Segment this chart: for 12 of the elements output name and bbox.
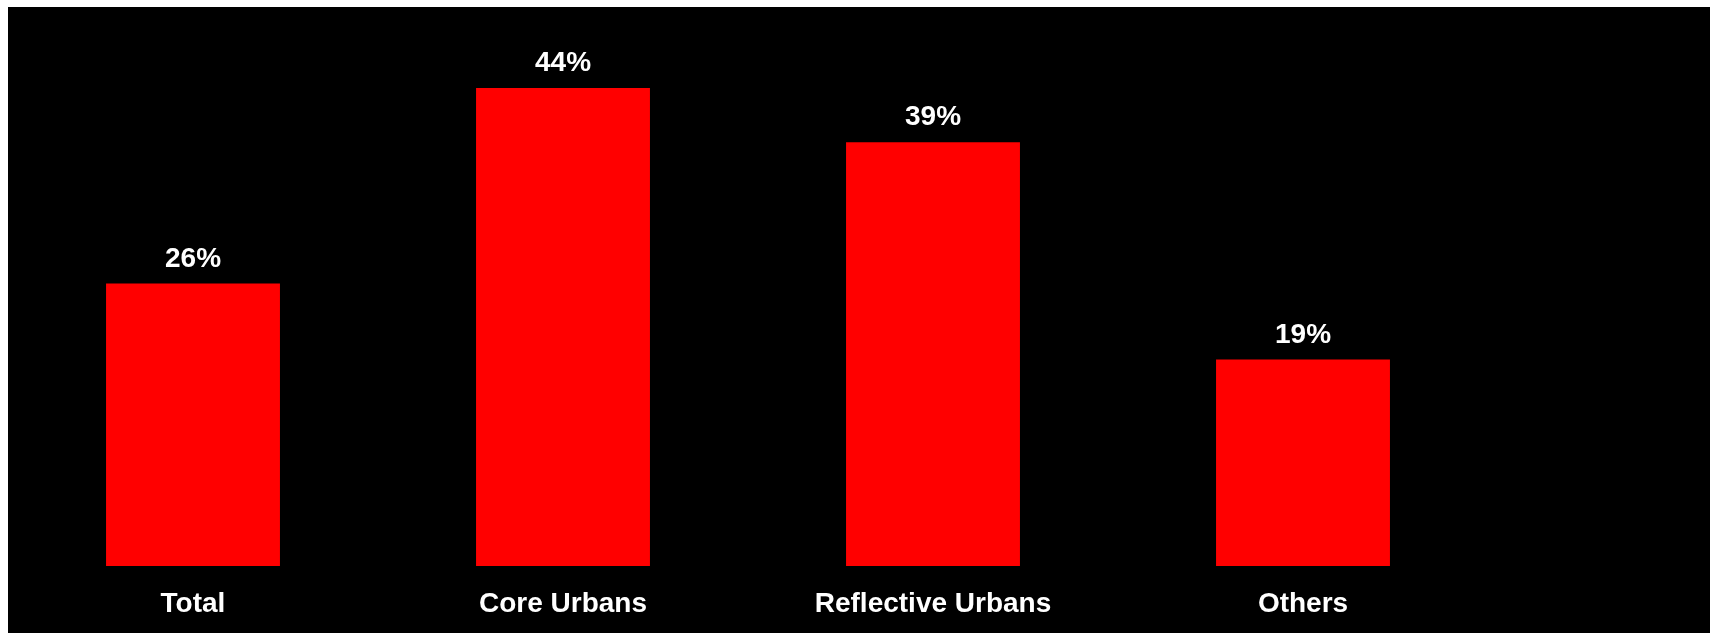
data-label: 44% <box>534 46 592 77</box>
bar <box>476 88 650 566</box>
x-tick-label: Reflective Urbans <box>814 586 1052 618</box>
bar <box>1216 359 1390 566</box>
bar <box>106 283 280 566</box>
x-tick-label: Core Urbans <box>478 586 648 618</box>
bar <box>846 142 1020 566</box>
data-label: 26% <box>164 241 222 273</box>
x-tick-label: Others <box>1257 586 1349 618</box>
data-label: 19% <box>1274 317 1332 349</box>
data-label: 39% <box>904 100 962 132</box>
x-tick-label: Total <box>160 586 226 618</box>
